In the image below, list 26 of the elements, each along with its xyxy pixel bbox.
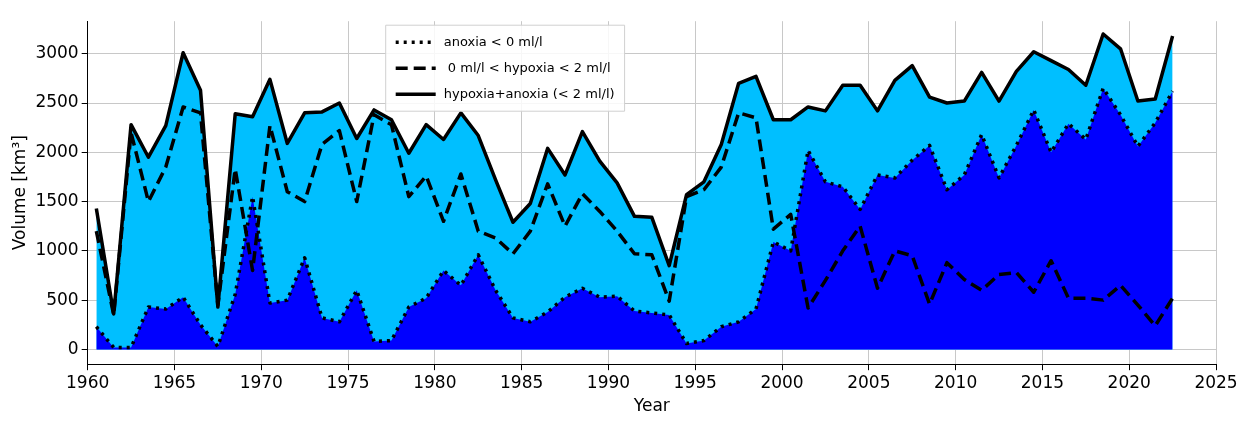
x-tick-label: 1995	[673, 371, 717, 392]
x-tick-label: 1985	[500, 371, 544, 392]
y-tick-label: 0	[67, 337, 79, 358]
legend-label: hypoxia+anoxia (< 2 ml/l)	[443, 85, 615, 101]
x-tick-label: 1960	[66, 371, 110, 392]
x-tick-label: 2020	[1107, 371, 1151, 392]
legend-label: 0 ml/l < hypoxia < 2 ml/l	[443, 59, 611, 75]
x-tick-label: 2010	[933, 371, 978, 392]
x-tick-label: 1975	[326, 371, 370, 392]
x-tick-label: 1970	[239, 371, 283, 392]
legend-label: anoxia < 0 ml/l	[443, 33, 543, 49]
y-axis-title: Volume [km³]	[8, 135, 29, 251]
x-tick-label: 2025	[1194, 371, 1238, 392]
y-tick-label: 3000	[35, 42, 79, 63]
x-tick-label: 2005	[847, 371, 891, 392]
y-tick-label: 1500	[35, 189, 79, 210]
y-tick-label: 500	[46, 288, 79, 309]
x-tick-label: 2015	[1020, 371, 1065, 392]
x-tick-label: 1965	[152, 371, 197, 392]
y-tick-label: 2000	[35, 140, 79, 161]
y-tick-label: 2500	[35, 91, 79, 112]
y-tick-label: 1000	[35, 239, 79, 260]
x-tick-label: 2000	[760, 371, 804, 392]
x-tick-label: 1980	[413, 371, 457, 392]
x-tick-label: 1990	[586, 371, 631, 392]
x-axis-title: Year	[632, 395, 670, 416]
